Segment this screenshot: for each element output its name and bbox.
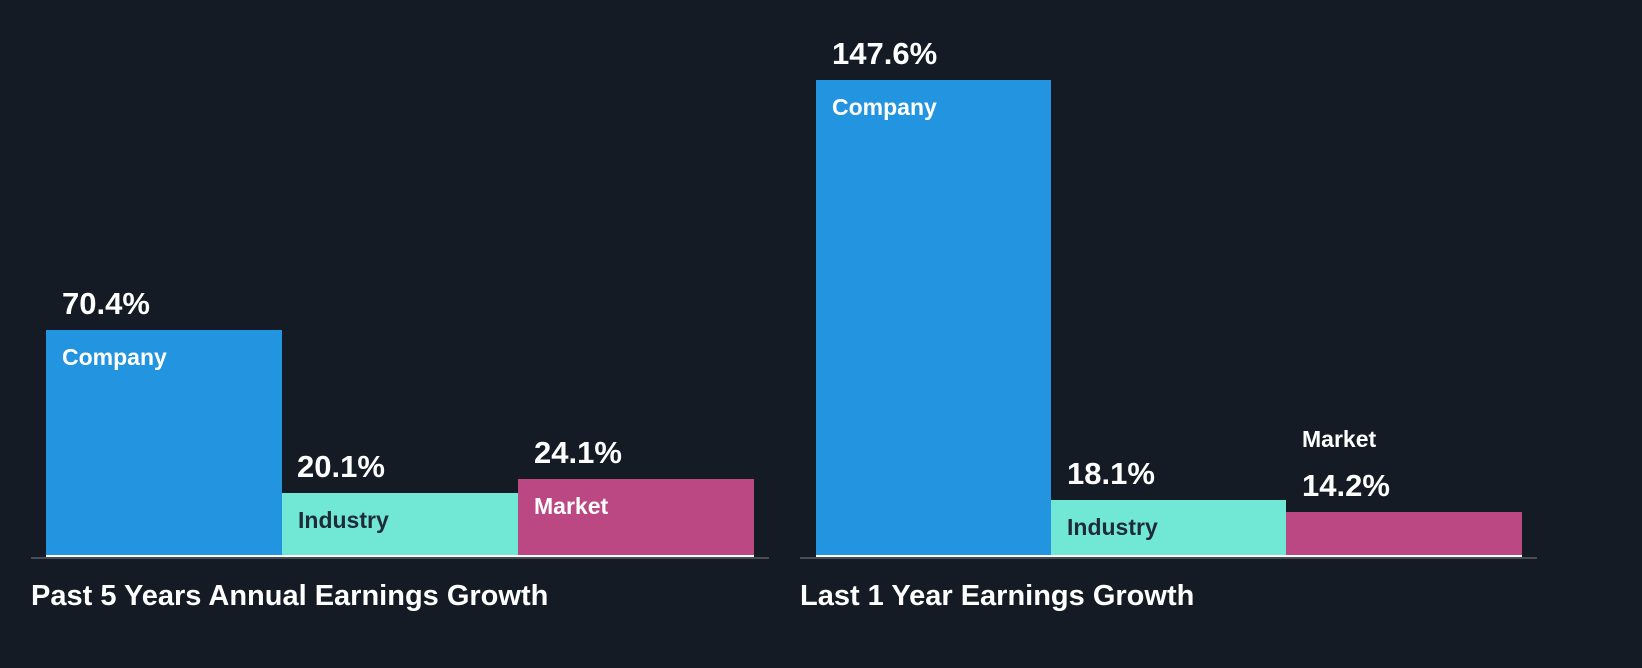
company-bar: Company: [46, 330, 282, 557]
industry-value-label: 18.1%: [1067, 456, 1155, 491]
bar-baseline: [816, 555, 1522, 557]
market-bar: Market: [518, 479, 754, 557]
industry-value-label: 20.1%: [297, 449, 385, 484]
market-value-label: 24.1%: [534, 435, 622, 470]
x-axis-line: [800, 557, 1537, 559]
chart-title-past-5-years: Past 5 Years Annual Earnings Growth: [31, 580, 549, 612]
past-5-years-chart: 70.4% Company 20.1% Industry 24.1% Marke…: [0, 0, 800, 668]
company-value-label: 147.6%: [832, 36, 938, 71]
industry-bar: Industry: [1051, 500, 1286, 557]
company-bar-label: Company: [832, 94, 937, 120]
company-bar: Company: [816, 80, 1051, 557]
market-outside-label: Market: [1302, 426, 1377, 452]
industry-bar: Industry: [282, 493, 518, 557]
industry-bar-label: Industry: [1067, 514, 1158, 540]
x-axis-line: [31, 557, 769, 559]
chart-title-last-1-year: Last 1 Year Earnings Growth: [800, 580, 1195, 612]
bar-baseline: [46, 555, 754, 557]
industry-bar-label: Industry: [298, 507, 389, 533]
company-value-label: 70.4%: [62, 286, 150, 321]
market-bar-label: Market: [534, 493, 609, 519]
market-bar: [1286, 512, 1522, 557]
company-bar-label: Company: [62, 344, 167, 370]
market-value-label: 14.2%: [1302, 468, 1390, 503]
